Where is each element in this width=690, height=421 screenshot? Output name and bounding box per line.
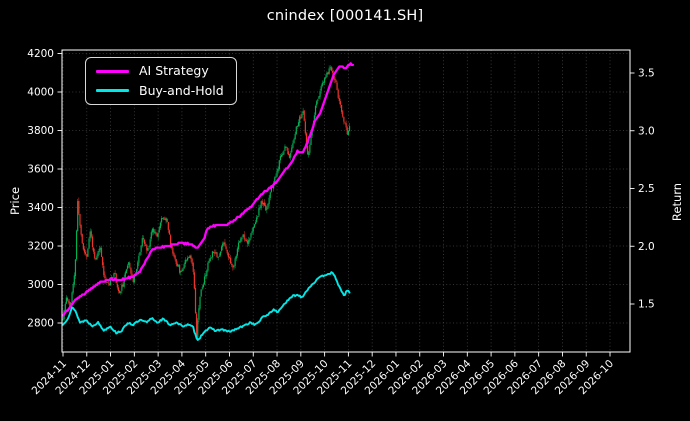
plot-border xyxy=(61,49,631,353)
x-tick-labels: 2024-112024-122025-012025-022025-032025-… xyxy=(30,357,617,397)
svg-text:3200: 3200 xyxy=(27,241,54,253)
svg-text:2800: 2800 xyxy=(27,318,54,330)
svg-text:3400: 3400 xyxy=(27,202,54,214)
svg-text:4200: 4200 xyxy=(27,48,54,60)
chart-title: cnindex [000141.SH] xyxy=(266,8,424,24)
svg-text:1.5: 1.5 xyxy=(638,299,655,311)
y-right-tick-labels: 1.5 2.0 2.5 3.0 3.5 xyxy=(638,68,655,311)
buy-and-hold-line xyxy=(62,271,351,341)
svg-text:2.5: 2.5 xyxy=(638,183,655,195)
svg-text:3.5: 3.5 xyxy=(638,68,655,80)
legend-item-buy-and-hold: Buy-and-Hold xyxy=(96,82,224,98)
ai-strategy-line-swatch xyxy=(96,69,129,73)
y-axis-label-right: Return xyxy=(670,182,684,222)
y-axis-label-left: Price xyxy=(8,186,22,216)
y-left-tick-labels: 2800 3000 3200 3400 3600 3800 4000 4200 xyxy=(27,48,54,330)
axis-ticks xyxy=(57,53,635,357)
svg-text:3.0: 3.0 xyxy=(638,125,655,137)
legend-item-ai-strategy: AI Strategy xyxy=(96,63,224,78)
gridlines xyxy=(62,50,630,352)
candlestick-series xyxy=(62,65,351,340)
legend-label-ai-strategy: AI Strategy xyxy=(139,63,209,78)
legend-label-buy-and-hold: Buy-and-Hold xyxy=(139,82,224,98)
svg-text:3800: 3800 xyxy=(27,125,54,137)
svg-text:4000: 4000 xyxy=(27,87,54,99)
legend: AI Strategy Buy-and-Hold xyxy=(85,57,237,105)
svg-text:3000: 3000 xyxy=(27,279,54,291)
ai-strategy-line xyxy=(62,62,355,317)
svg-text:3600: 3600 xyxy=(27,164,54,176)
buy-and-hold-line-swatch xyxy=(96,89,129,93)
svg-text:2.0: 2.0 xyxy=(638,241,655,253)
